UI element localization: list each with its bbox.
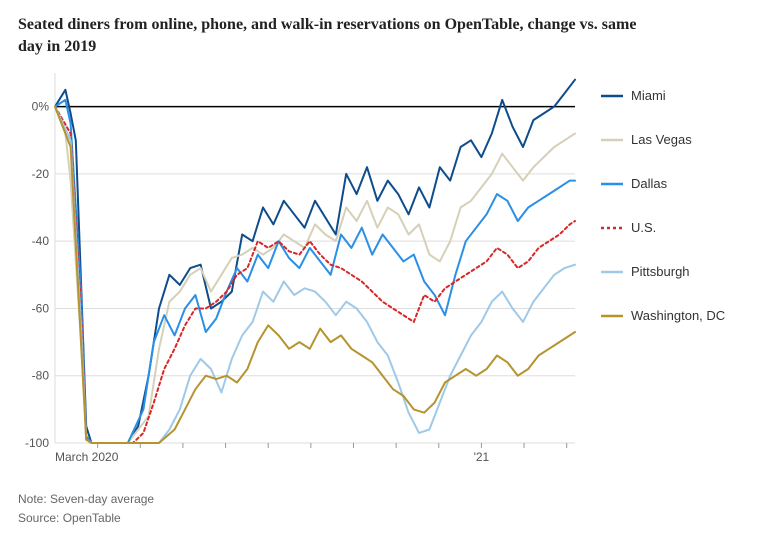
chart-container: Seated diners from online, phone, and wa… [0, 0, 758, 541]
svg-text:'21: '21 [474, 450, 490, 464]
series-dallas [55, 100, 575, 443]
svg-text:Washington, DC: Washington, DC [631, 308, 725, 323]
svg-text:-100: -100 [25, 436, 49, 450]
legend-item-miami: Miami [601, 88, 666, 103]
svg-text:Las Vegas: Las Vegas [631, 132, 692, 147]
svg-text:Dallas: Dallas [631, 176, 668, 191]
svg-text:-20: -20 [32, 167, 50, 181]
svg-text:-40: -40 [32, 234, 50, 248]
footnote-avg: Note: Seven-day average [18, 491, 740, 508]
legend-item-pittsburgh: Pittsburgh [601, 264, 690, 279]
series-washington-dc [55, 107, 575, 443]
svg-text:U.S.: U.S. [631, 220, 656, 235]
footnote-source: Source: OpenTable [18, 510, 740, 527]
series-miami [55, 80, 575, 443]
plot-area: 0% -20 -40 -60 -80 -100 March 2020 '21 Miami Las … [18, 63, 740, 483]
series-u-s- [55, 107, 575, 443]
line-chart: 0% -20 -40 -60 -80 -100 March 2020 '21 Miami Las … [18, 63, 740, 483]
svg-text:Miami: Miami [631, 88, 666, 103]
legend-item-washington-dc: Washington, DC [601, 308, 725, 323]
svg-text:-60: -60 [32, 302, 50, 316]
svg-text:-80: -80 [32, 369, 50, 383]
svg-text:0%: 0% [32, 100, 50, 114]
svg-text:March 2020: March 2020 [55, 450, 119, 464]
legend-item-u-s-: U.S. [601, 220, 656, 235]
series-las-vegas [55, 107, 575, 443]
legend-item-dallas: Dallas [601, 176, 668, 191]
legend-item-las-vegas: Las Vegas [601, 132, 692, 147]
svg-text:Pittsburgh: Pittsburgh [631, 264, 690, 279]
chart-title: Seated diners from online, phone, and wa… [18, 14, 638, 57]
series-pittsburgh [55, 107, 575, 443]
